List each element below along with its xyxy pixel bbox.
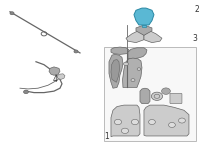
Polygon shape: [123, 58, 142, 87]
Circle shape: [24, 90, 28, 94]
Polygon shape: [57, 74, 65, 79]
Polygon shape: [144, 105, 189, 136]
Polygon shape: [126, 31, 144, 43]
FancyBboxPatch shape: [170, 93, 182, 104]
Circle shape: [114, 119, 122, 125]
Polygon shape: [49, 67, 60, 75]
Circle shape: [151, 92, 163, 100]
Text: 4: 4: [53, 75, 57, 84]
Polygon shape: [140, 88, 150, 104]
Text: 1: 1: [105, 132, 109, 141]
Circle shape: [149, 120, 155, 125]
Polygon shape: [109, 54, 123, 88]
Circle shape: [124, 62, 128, 66]
Circle shape: [131, 79, 135, 82]
FancyBboxPatch shape: [104, 47, 196, 141]
Text: 3: 3: [193, 34, 197, 43]
Circle shape: [74, 50, 78, 53]
FancyBboxPatch shape: [142, 25, 146, 27]
Circle shape: [169, 122, 175, 127]
Circle shape: [154, 94, 160, 98]
Polygon shape: [111, 47, 129, 54]
Circle shape: [10, 12, 14, 15]
Circle shape: [121, 128, 129, 133]
Polygon shape: [111, 60, 120, 82]
Circle shape: [179, 118, 185, 123]
Circle shape: [131, 119, 139, 125]
Polygon shape: [144, 31, 162, 43]
Polygon shape: [111, 105, 140, 137]
Circle shape: [137, 68, 141, 70]
Polygon shape: [136, 25, 152, 35]
Polygon shape: [128, 48, 147, 59]
Polygon shape: [134, 8, 154, 25]
Circle shape: [162, 88, 170, 94]
Text: 2: 2: [195, 5, 199, 14]
